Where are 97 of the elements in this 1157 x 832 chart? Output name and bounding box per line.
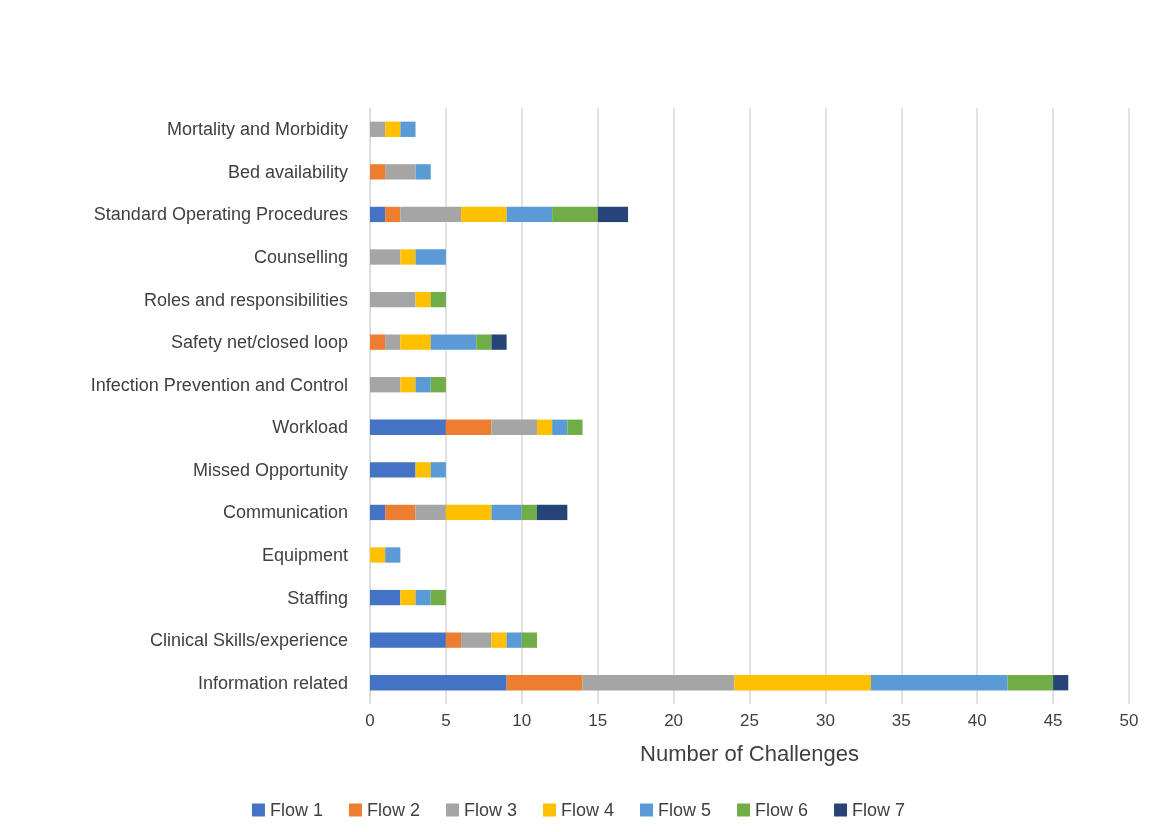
- y-tick-label: Infection Prevention and Control: [90, 374, 348, 395]
- bar: [1053, 675, 1069, 691]
- x-tick-label: 45: [1043, 711, 1063, 730]
- bar: [536, 504, 568, 521]
- x-tick-label: 25: [740, 711, 759, 730]
- bar: [385, 206, 401, 223]
- bar: [430, 334, 477, 350]
- bar: [430, 291, 446, 308]
- bar: [491, 632, 507, 648]
- bar: [506, 206, 553, 223]
- legend-label: Flow 1: [269, 800, 323, 820]
- y-tick-label: Staffing: [287, 587, 348, 608]
- bar: [582, 675, 735, 691]
- bar: [1007, 675, 1054, 691]
- bar: [370, 291, 416, 308]
- bar: [385, 504, 416, 521]
- bar: [415, 377, 431, 393]
- bar: [400, 377, 416, 393]
- bar: [597, 206, 629, 223]
- bar: [491, 334, 507, 350]
- bar: [385, 334, 401, 350]
- y-tick-label: Equipment: [261, 545, 348, 565]
- bar: [415, 589, 431, 606]
- legend-label: Flow 2: [366, 800, 420, 820]
- y-tick-label: Bed availability: [227, 161, 348, 182]
- x-tick-label: 35: [891, 711, 911, 730]
- y-tick-label: Clinical Skills/experience: [149, 630, 348, 651]
- bar: [552, 206, 598, 223]
- bar: [491, 419, 537, 435]
- bar: [370, 462, 416, 478]
- bar: [370, 249, 401, 265]
- bar: [521, 504, 537, 521]
- bar: [506, 675, 583, 691]
- y-tick-label: Information related: [197, 672, 348, 693]
- x-tick-label: 10: [512, 711, 532, 730]
- y-tick-label: Missed Opportunity: [192, 459, 348, 480]
- bar: [385, 121, 401, 137]
- bar: [430, 589, 446, 606]
- bar: [415, 504, 446, 521]
- bar: [400, 249, 416, 265]
- legend-label: Flow 3: [463, 800, 517, 820]
- bar: [552, 419, 568, 435]
- bar: [370, 632, 446, 648]
- x-tick-label: 30: [815, 711, 835, 730]
- legend-label: Flow 6: [755, 800, 809, 820]
- bar: [521, 632, 537, 648]
- x-tick-label: 0: [365, 711, 375, 730]
- bar: [370, 206, 386, 223]
- bar: [415, 164, 431, 180]
- bar: [430, 377, 446, 393]
- bar: [400, 206, 462, 223]
- bar: [734, 675, 871, 691]
- x-tick-label: 50: [1119, 711, 1139, 730]
- bar: [385, 547, 401, 563]
- bar: [491, 504, 522, 521]
- bar: [400, 589, 416, 606]
- bar: [370, 419, 446, 435]
- bar: [370, 589, 401, 606]
- bar: [445, 632, 462, 648]
- x-tick-label: 15: [588, 711, 608, 730]
- bar: [567, 419, 583, 435]
- legend-label: Flow 7: [852, 800, 906, 820]
- bar: [385, 164, 416, 180]
- bar: [476, 334, 492, 350]
- x-tick-label: 40: [967, 711, 987, 730]
- bar: [370, 334, 386, 350]
- bar: [370, 675, 507, 691]
- y-tick-label: Workload: [272, 417, 348, 438]
- bar: [461, 206, 507, 223]
- x-tick-label: 20: [664, 711, 684, 730]
- bar: [370, 377, 401, 393]
- bar: [445, 504, 492, 521]
- bar: [415, 249, 446, 265]
- bar: [400, 334, 431, 350]
- legend-label: Flow 5: [658, 800, 712, 820]
- bar: [445, 419, 492, 435]
- bar: [370, 164, 386, 180]
- bar: [415, 462, 431, 478]
- bar: [415, 291, 431, 308]
- bar: [370, 547, 386, 563]
- bar: [370, 121, 386, 137]
- bar: [370, 504, 386, 521]
- y-tick-label: Safety net/closed loop: [170, 332, 348, 353]
- y-tick-label: Counselling: [253, 247, 348, 267]
- bar: [536, 419, 553, 435]
- x-tick-label: 5: [441, 711, 451, 730]
- bar: [870, 675, 1008, 691]
- bar: [461, 632, 492, 648]
- x-axis-title: Number of Challenges: [640, 740, 859, 766]
- bar: [430, 462, 446, 478]
- y-tick-label: Mortality and Morbidity: [166, 119, 348, 140]
- y-tick-label: Roles and responsibilities: [143, 289, 348, 310]
- bar: [400, 121, 416, 137]
- legend-label: Flow 4: [560, 800, 615, 820]
- y-tick-label: Communication: [222, 502, 348, 523]
- y-tick-label: Standard Operating Procedures: [93, 204, 348, 225]
- bar: [506, 632, 522, 648]
